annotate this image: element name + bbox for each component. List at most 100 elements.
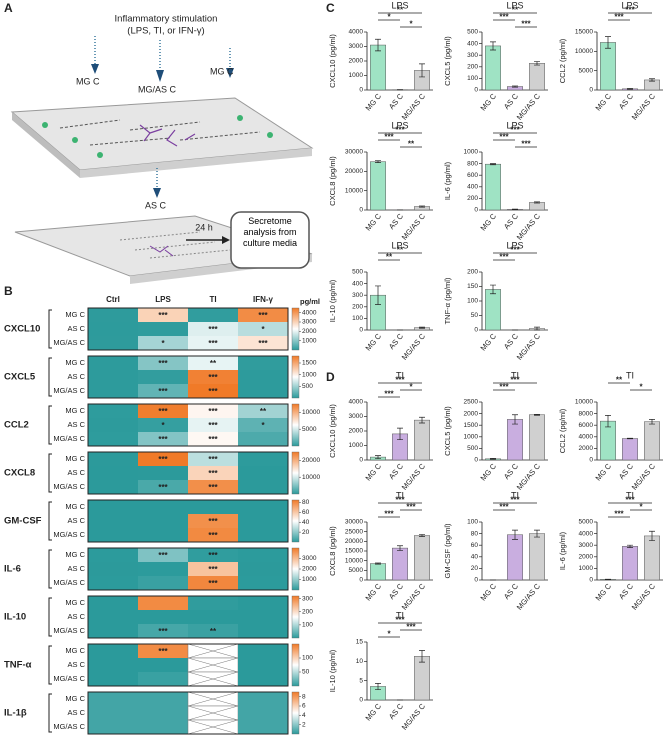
heat-cell <box>238 308 288 322</box>
astrocytes <box>149 245 174 257</box>
y-tick-label: 300 <box>467 52 478 59</box>
empty-cross <box>187 643 239 659</box>
error-bar <box>419 63 425 78</box>
culture-label: AS C <box>145 200 167 210</box>
heat-cell <box>138 308 188 322</box>
significance-label: *** <box>406 623 416 632</box>
colorbar <box>291 691 300 735</box>
chart-title: LPS <box>506 120 523 130</box>
colorbar <box>291 547 300 591</box>
significance-label: *** <box>384 390 394 399</box>
significance: *** <box>208 483 218 492</box>
group-label: MG/AS C <box>53 434 85 443</box>
chart-title: LPS <box>391 240 408 250</box>
cytokine-label: CXCL5 <box>4 372 36 383</box>
colorbar-tick-label: 1000 <box>302 337 317 344</box>
heat-cell <box>188 610 238 624</box>
heat-cell <box>138 480 188 494</box>
colorbar-tick-label: 1000 <box>302 576 317 583</box>
significance: * <box>161 421 165 430</box>
x-tick-label: AS C <box>502 91 521 111</box>
x-tick-label: MG/AS C <box>400 701 428 731</box>
heat-cell <box>138 404 188 418</box>
heat-cell <box>238 500 288 514</box>
y-tick-label: 100 <box>352 315 363 322</box>
heat-cell <box>238 576 288 590</box>
significance-label: ** <box>386 253 393 262</box>
group-label: MG C <box>65 310 85 319</box>
x-tick-label: AS C <box>387 211 406 231</box>
x-tick-label: MG C <box>479 91 499 112</box>
colorbar-tick-label: 2 <box>302 721 306 728</box>
x-tick-label: MG/AS C <box>515 211 543 241</box>
y-tick-label: 3000 <box>349 413 364 420</box>
bar <box>414 535 430 581</box>
x-tick-label: AS C <box>387 581 406 601</box>
heat-cell <box>138 596 188 610</box>
heat-cell <box>238 644 288 658</box>
heat-cell <box>88 658 138 672</box>
significance: *** <box>208 455 218 464</box>
y-tick-label: 0 <box>474 207 478 214</box>
significance: *** <box>158 387 168 396</box>
chart-title: TI <box>396 610 404 620</box>
x-tick-label: MG C <box>364 581 384 602</box>
row-bracket <box>48 405 52 445</box>
row-bracket <box>48 693 52 733</box>
bar <box>485 163 501 211</box>
heat-cell <box>238 384 288 398</box>
group-label: MG C <box>65 646 85 655</box>
chart-title: TI <box>511 490 519 500</box>
error-bar <box>512 208 518 211</box>
colorbar-tick-label: 500 <box>302 383 313 390</box>
y-tick-label: 40 <box>471 554 479 561</box>
chart-title: TI <box>396 370 404 380</box>
y-tick-label: 0 <box>359 697 363 704</box>
heat-cell <box>238 706 288 720</box>
y-tick-label: 20000 <box>345 538 363 545</box>
y-axis-label: CXCL5 (pg/ml) <box>443 36 452 86</box>
x-tick-label: MG C <box>594 461 614 482</box>
chart-title: LPS <box>621 0 638 10</box>
y-axis-label: CXCL10 (pg/ml) <box>328 34 337 88</box>
significance: *** <box>208 339 218 348</box>
y-axis-label: CXCL8 (pg/ml) <box>328 526 337 576</box>
group-label: MG/AS C <box>53 626 85 635</box>
significance-label: *** <box>395 126 405 135</box>
heat-cell <box>238 672 288 686</box>
colorbar-tick-label: 10000 <box>302 409 320 416</box>
error-bar <box>375 160 381 163</box>
diagram-subtitle: (LPS, TI, or IFN-γ) <box>127 26 204 37</box>
heat-cell <box>138 644 188 658</box>
heat-cell <box>88 548 138 562</box>
significance-label: * <box>409 20 413 29</box>
y-tick-label: 2500 <box>464 399 479 406</box>
significance-label: *** <box>625 496 635 505</box>
column-header: LPS <box>155 295 171 304</box>
error-bar <box>375 38 381 52</box>
significance: *** <box>208 517 218 526</box>
row-bracket <box>48 645 52 685</box>
y-tick-label: 0 <box>359 87 363 94</box>
bar <box>644 421 660 461</box>
error-bar <box>419 416 425 424</box>
heat-cell <box>188 466 238 480</box>
significance: *** <box>258 339 268 348</box>
colorbar-tick-label: 3000 <box>302 555 317 562</box>
y-tick-label: 3000 <box>349 43 364 50</box>
unit-label: pg/ml <box>300 297 320 306</box>
y-tick-label: 50 <box>471 312 479 319</box>
significance: *** <box>158 483 168 492</box>
heat-cell <box>138 720 188 734</box>
chart-title: LPS <box>506 240 523 250</box>
channel <box>119 231 231 259</box>
y-tick-label: 30000 <box>345 519 363 526</box>
error-bar <box>534 413 540 416</box>
y-tick-label: 25000 <box>345 528 363 535</box>
bar <box>529 63 545 91</box>
astrocytes <box>139 124 196 147</box>
heat-cell <box>88 452 138 466</box>
group-label: MG C <box>65 454 85 463</box>
heat-cell <box>188 480 238 494</box>
colorbar-tick-label: 2000 <box>302 328 317 335</box>
